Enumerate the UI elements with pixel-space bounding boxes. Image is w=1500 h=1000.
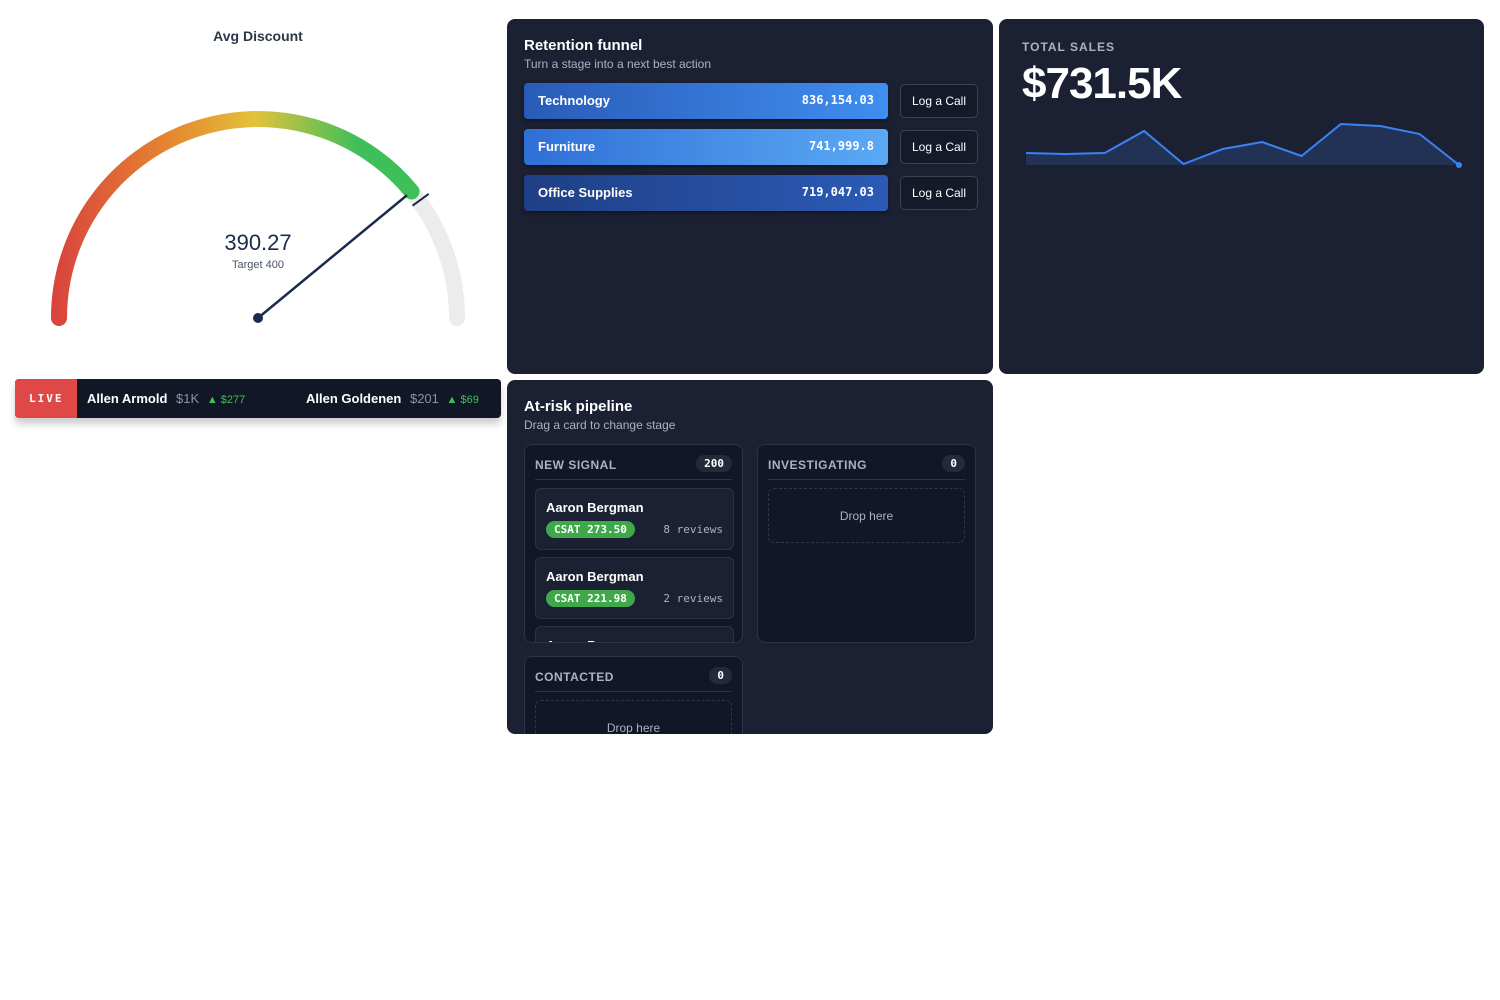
kpi-value: $731.5K	[1022, 59, 1182, 108]
stage-name: Furniture	[538, 139, 596, 154]
kpi-label: TOTAL SALES	[1022, 40, 1116, 54]
card-name: Aaron Bergman	[546, 638, 644, 642]
live-ticker: LIVE Allen Armold $1K ▲ $277 Allen Golde…	[15, 379, 501, 418]
action-button[interactable]: Log a Call	[900, 84, 978, 118]
ticker-amount: $201	[409, 391, 439, 406]
review-count: 8 reviews	[663, 523, 723, 536]
lead-card[interactable]: Aaron Bergman	[535, 626, 734, 642]
ticker-name: Allen Armold	[87, 391, 168, 406]
funnel-panel: Retention funnel Turn a stage into a nex…	[507, 19, 993, 374]
funnel-stage: Office Supplies 719,047.03	[524, 175, 888, 211]
live-badge: LIVE	[15, 379, 77, 418]
ticker-change: $69	[460, 394, 479, 406]
column-title: INVESTIGATING	[768, 458, 867, 472]
ticker-change: $277	[220, 394, 246, 406]
action-button[interactable]: Log a Call	[900, 130, 978, 164]
gauge-target-tick	[411, 193, 430, 207]
divider	[535, 691, 732, 692]
action-button[interactable]: Log a Call	[900, 176, 978, 210]
gauge-track	[51, 111, 465, 326]
card-name: Aaron Bergman	[546, 500, 644, 515]
pipeline-column: INVESTIGATING 0 Drop here	[757, 444, 976, 643]
sparkline-line	[1025, 122, 1460, 166]
pipeline-column: CONTACTED 0 Drop here	[524, 656, 743, 734]
csat-badge: CSAT 273.50	[546, 521, 635, 538]
gauge-fill	[51, 111, 420, 326]
ticker-name: Allen Goldenen	[306, 391, 402, 406]
ticker-amount: $1K	[176, 391, 200, 406]
pipeline-panel: At-risk pipeline Drag a card to change s…	[507, 380, 993, 734]
review-count: 2 reviews	[663, 592, 723, 605]
gauge: Avg Discount 390.27 Target 400	[51, 28, 465, 326]
stage-value: 741,999.8	[808, 139, 874, 153]
stage-value: 836,154.03	[801, 93, 874, 107]
sparkline	[1025, 122, 1462, 168]
ticker-item: Allen Armold $1K ▲ $277	[87, 391, 246, 406]
sales-panel: TOTAL SALES $731.5K	[999, 19, 1484, 374]
stage-name: Technology	[538, 93, 610, 108]
funnel-stage: Furniture 741,999.8	[524, 129, 888, 165]
panel-title: Retention funnel	[524, 37, 643, 54]
column-title: CONTACTED	[535, 670, 614, 684]
drop-zone: Drop here	[768, 488, 965, 543]
gauge-target: Target 400	[232, 259, 284, 271]
divider	[768, 479, 965, 480]
column-count: 0	[709, 667, 732, 684]
column-count: 200	[696, 455, 732, 472]
gauge-title: Avg Discount	[213, 28, 303, 44]
column-title: NEW SIGNAL	[535, 458, 617, 472]
sparkline-area	[1026, 124, 1459, 165]
gauge-needle	[257, 194, 408, 319]
stage-value: 719,047.03	[801, 185, 874, 199]
csat-badge: CSAT 221.98	[546, 590, 635, 607]
funnel-stage: Technology 836,154.03	[524, 83, 888, 119]
ticker-item: Allen Goldenen $201 ▲ $69	[306, 391, 479, 406]
drop-zone: Drop here	[535, 700, 732, 734]
card-name: Aaron Bergman	[546, 569, 644, 584]
panel-subtitle: Drag a card to change stage	[524, 418, 676, 432]
stage-name: Office Supplies	[538, 185, 633, 200]
lead-card[interactable]: Aaron Bergman CSAT 273.50 8 reviews	[535, 488, 734, 550]
gauge-hub	[253, 313, 263, 323]
panel-title: At-risk pipeline	[524, 398, 633, 415]
lead-card[interactable]: Aaron Bergman CSAT 221.98 2 reviews	[535, 557, 734, 619]
gauge-value: 390.27	[224, 230, 291, 255]
divider	[535, 479, 732, 480]
column-count: 0	[942, 455, 965, 472]
sparkline-end	[1456, 162, 1462, 168]
panel-subtitle: Turn a stage into a next best action	[524, 57, 712, 71]
pipeline-column: NEW SIGNAL 200 Aaron Bergman CSAT 273.50 8 r…	[524, 444, 743, 643]
